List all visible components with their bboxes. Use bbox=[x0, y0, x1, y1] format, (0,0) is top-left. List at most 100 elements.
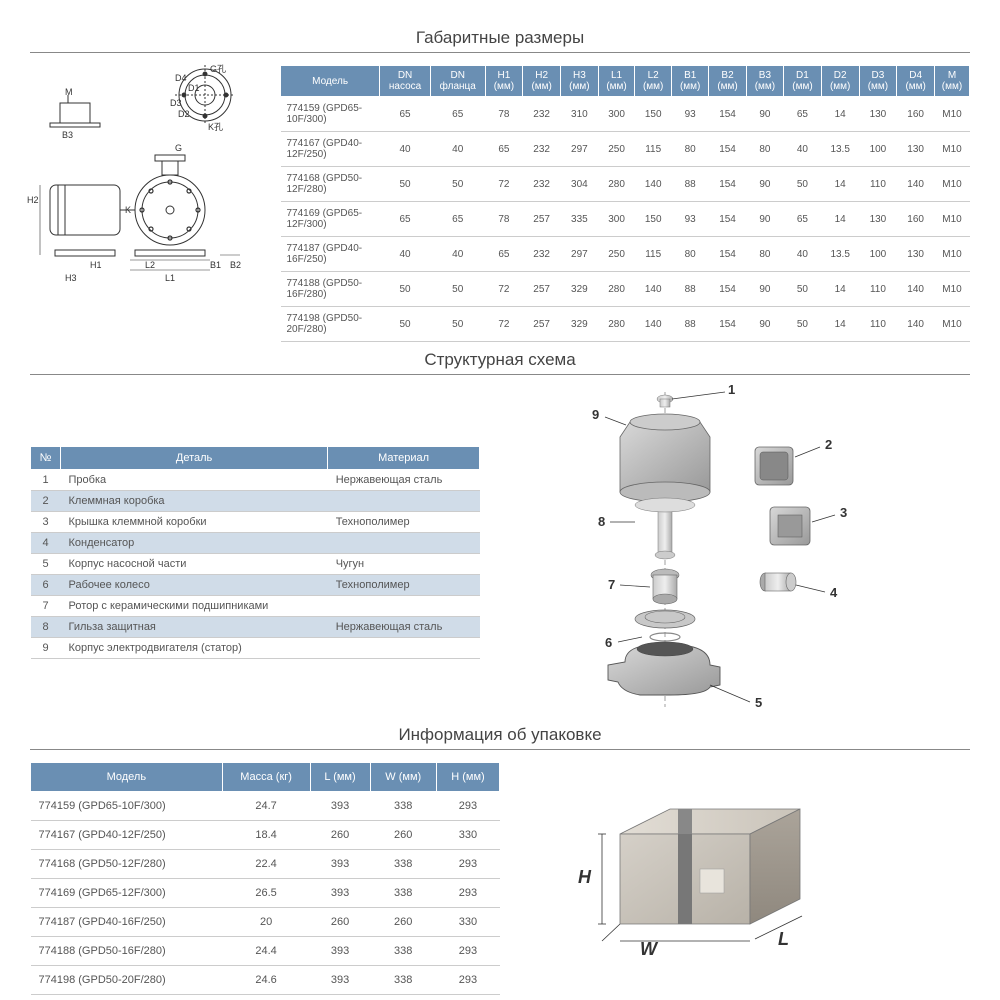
table-cell: 50 bbox=[380, 167, 431, 202]
table-cell: 140 bbox=[635, 167, 672, 202]
dim-header: D3 (мм) bbox=[859, 66, 897, 97]
table-cell: 20 bbox=[222, 908, 310, 937]
dim-label: B1 bbox=[210, 260, 221, 270]
table-cell: 18.4 bbox=[222, 821, 310, 850]
table-cell: 90 bbox=[746, 272, 783, 307]
table-cell: 232 bbox=[523, 237, 561, 272]
table-cell: 78 bbox=[485, 97, 523, 132]
table-cell: 115 bbox=[635, 237, 672, 272]
box-label-w: W bbox=[640, 939, 657, 960]
table-cell: 80 bbox=[746, 237, 783, 272]
table-cell: 65 bbox=[430, 202, 485, 237]
table-cell: 232 bbox=[523, 132, 561, 167]
table-row: 774187 (GPD40-16F/250)20260260330 bbox=[31, 908, 500, 937]
table-cell: 65 bbox=[784, 202, 822, 237]
table-cell: Рабочее колесо bbox=[61, 574, 328, 595]
table-cell: M10 bbox=[935, 307, 970, 342]
table-cell: 329 bbox=[561, 272, 599, 307]
table-cell: 72 bbox=[485, 307, 523, 342]
table-cell: 130 bbox=[859, 97, 897, 132]
table-cell: 40 bbox=[380, 237, 431, 272]
dim-header: D1 (мм) bbox=[784, 66, 822, 97]
table-cell: 14 bbox=[821, 97, 859, 132]
table-cell: 65 bbox=[380, 202, 431, 237]
table-cell: 50 bbox=[380, 307, 431, 342]
table-cell: 80 bbox=[746, 132, 783, 167]
table-cell: 280 bbox=[598, 167, 635, 202]
table-cell: 7 bbox=[31, 595, 61, 616]
dim-label: B3 bbox=[62, 130, 73, 140]
table-cell: 393 bbox=[310, 850, 370, 879]
table-cell: 335 bbox=[561, 202, 599, 237]
dimension-drawing: G孔 D4 D1 D3 D2 K孔 M B3 G K H2 H1 H3 L2 L… bbox=[30, 65, 260, 295]
table-cell: 257 bbox=[523, 272, 561, 307]
table-cell: 110 bbox=[859, 272, 897, 307]
table-cell: 310 bbox=[561, 97, 599, 132]
pack-header: W (мм) bbox=[370, 763, 436, 792]
table-cell: 9 bbox=[31, 637, 61, 658]
table-row: 3Крышка клеммной коробкиТехнополимер bbox=[31, 511, 480, 532]
table-cell: Гильза защитная bbox=[61, 616, 328, 637]
dim-header: D2 (мм) bbox=[821, 66, 859, 97]
table-row: 7Ротор с керамическими подшипниками bbox=[31, 595, 480, 616]
table-cell: 72 bbox=[485, 272, 523, 307]
pack-header: Масса (кг) bbox=[222, 763, 310, 792]
dim-header: Модель bbox=[281, 66, 380, 97]
table-cell bbox=[328, 637, 480, 658]
table-row: 774187 (GPD40-16F/250)404065232297250115… bbox=[281, 237, 970, 272]
table-cell: 72 bbox=[485, 167, 523, 202]
dim-label: H3 bbox=[65, 273, 77, 283]
dim-label: D3 bbox=[170, 98, 182, 108]
dim-label: B2 bbox=[230, 260, 241, 270]
box-label-h: H bbox=[578, 867, 591, 888]
table-cell: Нержавеющая сталь bbox=[328, 469, 480, 490]
table-cell: 40 bbox=[784, 237, 822, 272]
table-cell: 774168 (GPD50-12F/280) bbox=[281, 167, 380, 202]
table-cell: 774169 (GPD65-12F/300) bbox=[31, 879, 223, 908]
pack-header: Модель bbox=[31, 763, 223, 792]
table-cell: 5 bbox=[31, 553, 61, 574]
table-cell: 293 bbox=[436, 937, 499, 966]
table-cell: Клеммная коробка bbox=[61, 490, 328, 511]
table-cell: 65 bbox=[380, 97, 431, 132]
table-cell: Крышка клеммной коробки bbox=[61, 511, 328, 532]
table-cell: 130 bbox=[897, 237, 935, 272]
table-cell: 393 bbox=[310, 792, 370, 821]
table-cell bbox=[328, 595, 480, 616]
table-row: 774159 (GPD65-10F/300)656578232310300150… bbox=[281, 97, 970, 132]
table-row: 774198 (GPD50-20F/280)505072257329280140… bbox=[281, 307, 970, 342]
parts-header: Деталь bbox=[61, 446, 328, 469]
table-cell bbox=[328, 490, 480, 511]
table-cell: 40 bbox=[380, 132, 431, 167]
table-row: 774169 (GPD65-12F/300)656578257335300150… bbox=[281, 202, 970, 237]
table-cell: 154 bbox=[709, 202, 746, 237]
table-cell: M10 bbox=[935, 272, 970, 307]
table-row: 9Корпус электродвигателя (статор) bbox=[31, 637, 480, 658]
table-cell: 110 bbox=[859, 307, 897, 342]
table-cell: M10 bbox=[935, 237, 970, 272]
table-cell: 260 bbox=[310, 821, 370, 850]
table-cell: 774159 (GPD65-10F/300) bbox=[31, 792, 223, 821]
callout: 1 bbox=[728, 382, 735, 397]
table-cell: 65 bbox=[784, 97, 822, 132]
table-row: 774159 (GPD65-10F/300)24.7393338293 bbox=[31, 792, 500, 821]
table-cell: 4 bbox=[31, 532, 61, 553]
dim-label: H2 bbox=[27, 195, 39, 205]
table-cell bbox=[328, 532, 480, 553]
table-cell: 774167 (GPD40-12F/250) bbox=[31, 821, 223, 850]
table-cell: 330 bbox=[436, 908, 499, 937]
table-cell: 154 bbox=[709, 237, 746, 272]
dim-header: H2 (мм) bbox=[523, 66, 561, 97]
box-label-l: L bbox=[778, 929, 789, 950]
table-cell: 65 bbox=[485, 237, 523, 272]
table-cell: 78 bbox=[485, 202, 523, 237]
table-cell: 300 bbox=[598, 97, 635, 132]
table-cell: 774169 (GPD65-12F/300) bbox=[281, 202, 380, 237]
package-box-drawing: H W L bbox=[540, 789, 860, 969]
table-cell: 50 bbox=[380, 272, 431, 307]
table-cell: 40 bbox=[784, 132, 822, 167]
table-cell: 50 bbox=[784, 307, 822, 342]
table-cell: 80 bbox=[672, 132, 709, 167]
table-cell: 40 bbox=[430, 237, 485, 272]
table-cell: M10 bbox=[935, 97, 970, 132]
